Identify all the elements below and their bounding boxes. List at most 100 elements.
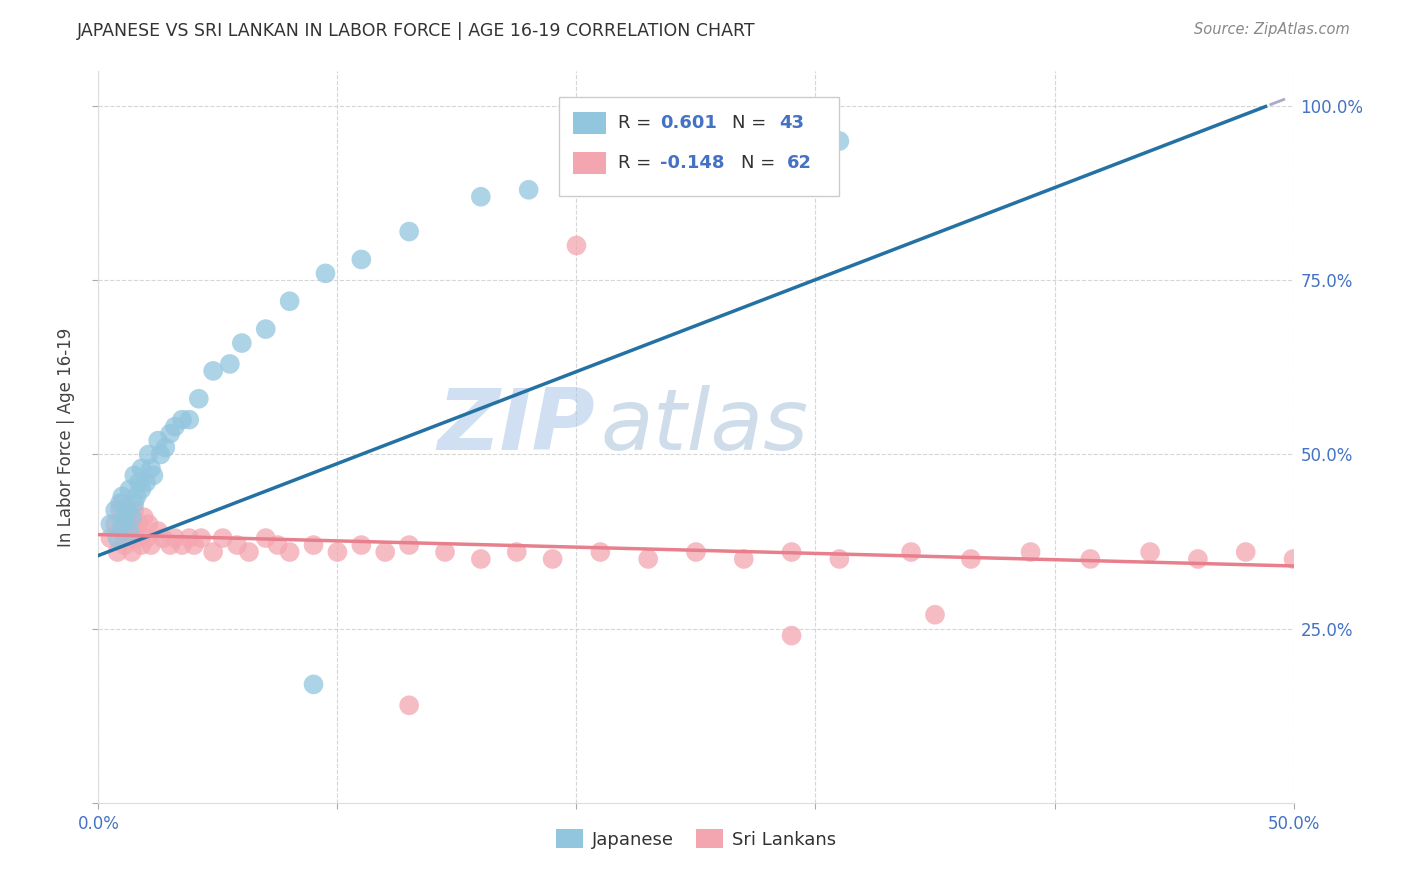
Point [187, 392, 209, 406]
Point [124, 503, 146, 517]
Point [135, 531, 157, 545]
Point [111, 489, 134, 503]
Text: atlas: atlas [600, 384, 808, 467]
Point [924, 607, 946, 622]
Legend: Japanese, Sri Lankans: Japanese, Sri Lankans [548, 822, 844, 856]
Point [202, 545, 225, 559]
Point [107, 545, 129, 559]
Point [302, 677, 325, 691]
Point [132, 510, 155, 524]
Point [124, 468, 146, 483]
Point [142, 468, 165, 483]
Point [179, 412, 201, 426]
Point [685, 545, 707, 559]
Point [637, 134, 659, 148]
Point [434, 545, 457, 559]
Point [1187, 552, 1209, 566]
Point [1019, 545, 1042, 559]
Text: N =: N = [733, 113, 772, 131]
Point [398, 225, 420, 239]
Text: JAPANESE VS SRI LANKAN IN LABOR FORCE | AGE 16-19 CORRELATION CHART: JAPANESE VS SRI LANKAN IN LABOR FORCE | … [77, 22, 756, 40]
Point [315, 266, 337, 280]
Point [733, 552, 755, 566]
Point [350, 252, 373, 267]
Point [231, 336, 253, 351]
Point [374, 545, 396, 559]
Text: R =: R = [619, 153, 657, 172]
Point [124, 496, 146, 510]
Point [104, 503, 127, 517]
Point [470, 552, 492, 566]
Point [565, 238, 588, 252]
Text: 62: 62 [787, 153, 811, 172]
Text: ZIP: ZIP [437, 384, 595, 467]
Point [565, 169, 588, 183]
Text: N =: N = [741, 153, 782, 172]
Point [163, 531, 186, 545]
Point [138, 517, 160, 532]
Point [219, 357, 242, 371]
Point [124, 524, 146, 538]
Point [637, 552, 659, 566]
Point [111, 496, 134, 510]
Point [121, 545, 143, 559]
Point [114, 538, 136, 552]
Point [104, 517, 127, 532]
Point [326, 545, 349, 559]
Point [1234, 545, 1257, 559]
Point [159, 538, 181, 552]
Point [131, 461, 153, 475]
Point [107, 531, 129, 545]
Point [148, 434, 170, 448]
Point [828, 552, 851, 566]
Text: R =: R = [619, 113, 657, 131]
Point [138, 448, 160, 462]
Point [302, 538, 325, 552]
Point [118, 524, 141, 538]
Point [125, 531, 148, 545]
Bar [572, 112, 606, 134]
Point [780, 545, 803, 559]
Point [108, 496, 131, 510]
Point [589, 545, 612, 559]
Point [128, 517, 150, 532]
Point [211, 531, 233, 545]
Text: Source: ZipAtlas.com: Source: ZipAtlas.com [1194, 22, 1350, 37]
Point [190, 531, 212, 545]
Point [278, 545, 301, 559]
FancyBboxPatch shape [558, 97, 839, 195]
Text: -0.148: -0.148 [661, 153, 724, 172]
Point [398, 538, 420, 552]
Bar [572, 152, 606, 174]
Point [183, 538, 205, 552]
Point [278, 294, 301, 309]
Point [131, 538, 153, 552]
Point [254, 531, 277, 545]
Point [149, 448, 172, 462]
Point [118, 483, 141, 497]
Point [135, 475, 157, 490]
Point [828, 134, 851, 148]
Point [111, 517, 134, 532]
Point [780, 629, 803, 643]
Point [254, 322, 277, 336]
Point [148, 524, 170, 538]
Point [350, 538, 373, 552]
Point [98, 517, 122, 532]
Point [517, 183, 540, 197]
Text: 0.601: 0.601 [661, 113, 717, 131]
Point [115, 503, 138, 517]
Point [1282, 552, 1305, 566]
Point [115, 510, 138, 524]
Point [98, 531, 122, 545]
Point [152, 531, 174, 545]
Point [118, 517, 141, 532]
Point [118, 531, 141, 545]
Point [125, 489, 148, 503]
Point [179, 531, 201, 545]
Point [202, 364, 225, 378]
Point [121, 510, 143, 524]
Point [541, 552, 564, 566]
Point [131, 483, 153, 497]
Point [139, 461, 162, 475]
